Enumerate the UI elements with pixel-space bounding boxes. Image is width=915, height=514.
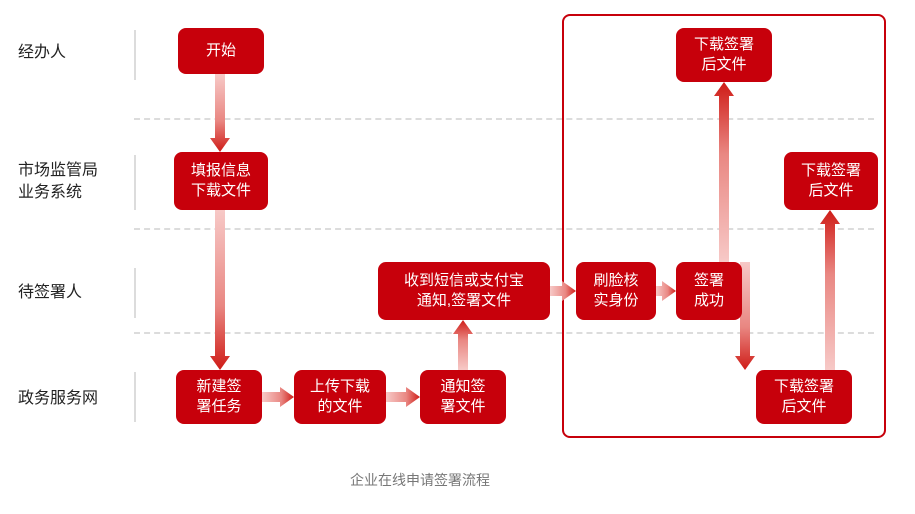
lane-label-regsys: 市场监管局 业务系统 xyxy=(18,160,98,205)
lane-label-signer: 待签署人 xyxy=(18,282,82,304)
node-recv-notice: 收到短信或支付宝 通知,签署文件 xyxy=(378,262,550,320)
node-label: 下载签署 后文件 xyxy=(801,161,861,202)
node-dl-right: 下载签署 后文件 xyxy=(784,152,878,210)
node-face-verify: 刷脸核 实身份 xyxy=(576,262,656,320)
lane-marker xyxy=(134,30,136,80)
lane-marker xyxy=(134,372,136,422)
node-dl-bottom: 下载签署 后文件 xyxy=(756,370,852,424)
node-label: 签署 成功 xyxy=(694,271,724,312)
lane-marker xyxy=(134,268,136,318)
node-label: 刷脸核 实身份 xyxy=(593,271,638,312)
lane-label-agent: 经办人 xyxy=(18,42,66,64)
node-label: 通知签 署文件 xyxy=(440,377,485,418)
node-notify-sign: 通知签 署文件 xyxy=(420,370,506,424)
lane-label-govnet: 政务服务网 xyxy=(18,388,98,410)
lane-marker xyxy=(134,155,136,210)
node-label: 开始 xyxy=(206,41,236,61)
node-start: 开始 xyxy=(178,28,264,74)
node-dl-top: 下载签署 后文件 xyxy=(676,28,772,82)
node-label: 填报信息 下载文件 xyxy=(191,161,251,202)
node-label: 新建签 署任务 xyxy=(196,377,241,418)
node-label: 下载签署 后文件 xyxy=(774,377,834,418)
node-label: 上传下载 的文件 xyxy=(310,377,370,418)
node-label: 下载签署 后文件 xyxy=(694,35,754,76)
node-sign-ok: 签署 成功 xyxy=(676,262,742,320)
node-new-task: 新建签 署任务 xyxy=(176,370,262,424)
diagram-caption: 企业在线申请签署流程 xyxy=(350,470,490,490)
node-fill-dl: 填报信息 下载文件 xyxy=(174,152,268,210)
node-label: 收到短信或支付宝 通知,签署文件 xyxy=(404,271,524,312)
node-upload: 上传下载 的文件 xyxy=(294,370,386,424)
